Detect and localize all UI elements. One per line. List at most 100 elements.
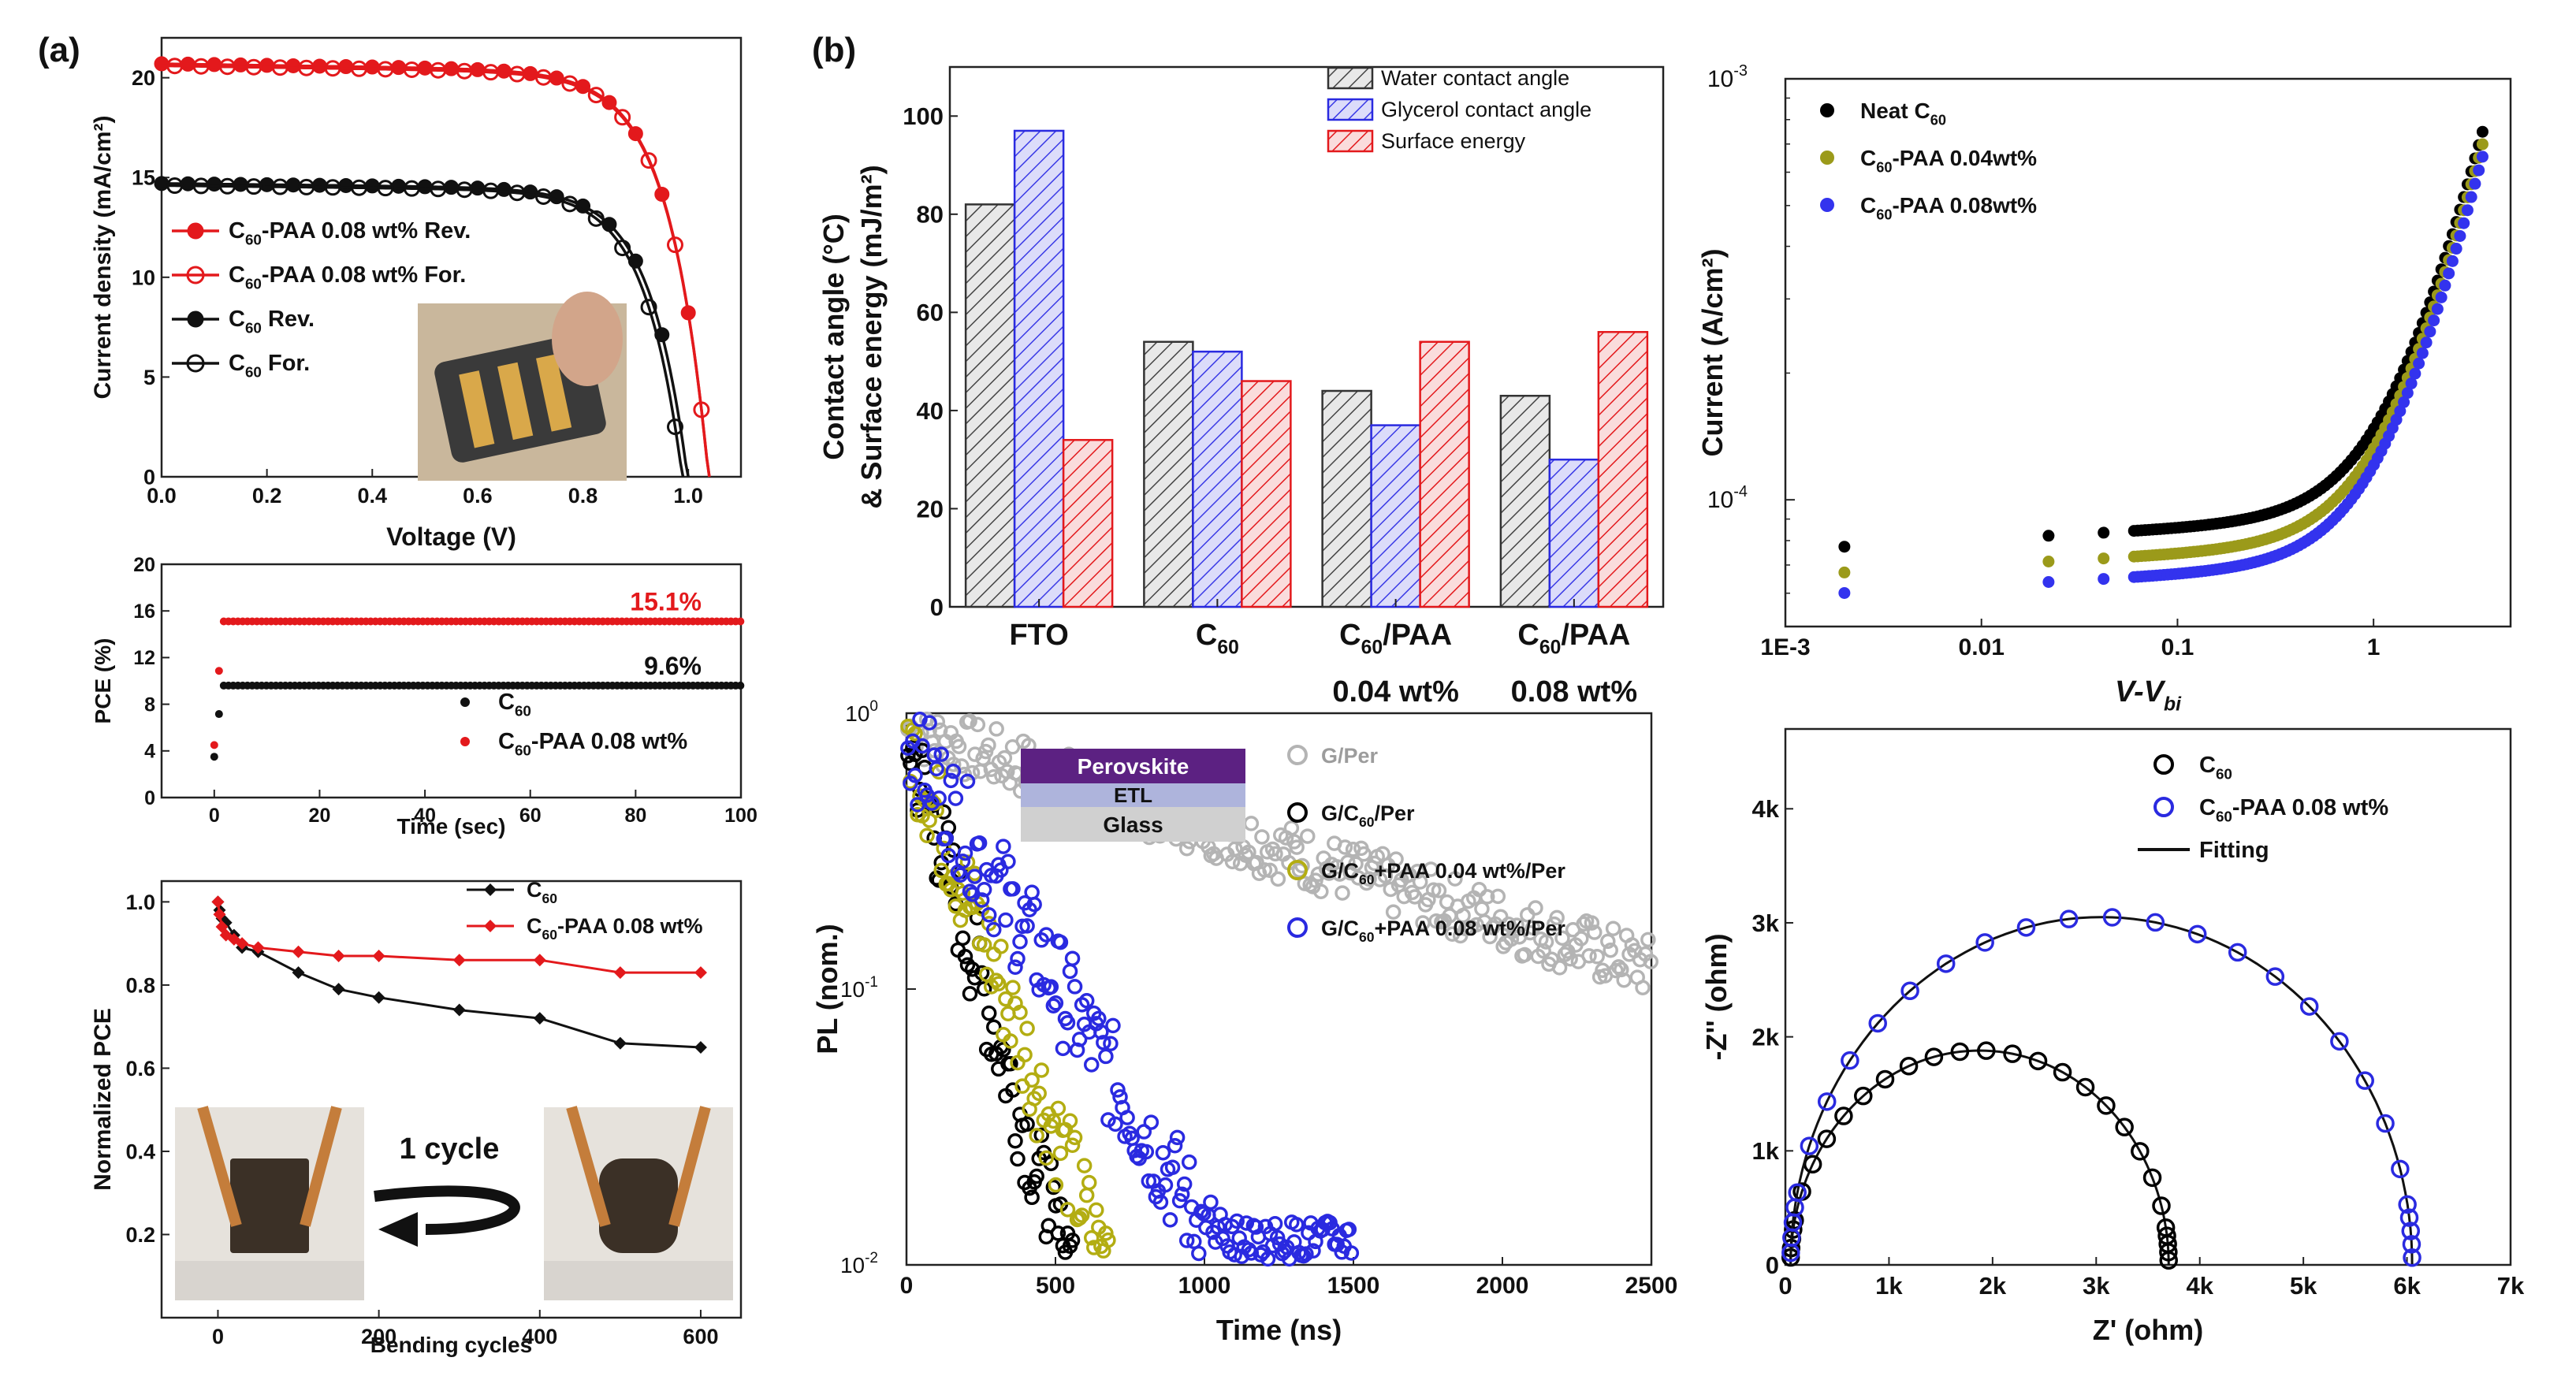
jv-point: [192, 58, 210, 75]
pl-point: [1048, 1177, 1064, 1193]
jv-point: [154, 56, 169, 72]
pl-point: [1007, 1132, 1023, 1149]
x-tick-label: 3k: [2083, 1272, 2110, 1300]
jv-point: [534, 188, 552, 205]
jv-inset-electrode: [497, 362, 534, 441]
pl-point: [1348, 856, 1364, 872]
pl-point: [1050, 1100, 1067, 1117]
sclc-point: [2420, 337, 2433, 349]
eis-point: [2146, 913, 2165, 932]
jv-point: [259, 58, 275, 73]
pl-point: [1078, 1187, 1095, 1203]
eis-point: [2028, 1051, 2048, 1071]
eis-point: [2152, 1196, 2171, 1215]
eis-point: [1817, 1092, 1837, 1111]
panel-label-a: (a): [38, 31, 80, 69]
bend-point: [533, 1012, 546, 1025]
chart-eis: 0 1k 2k 3k 4k 5k 6k 7k 0 1k 2k 3k 4k Z' (ohm) -Z'' (oh…: [1700, 727, 2525, 1346]
pl-point: [1093, 1024, 1109, 1040]
pl-point: [1119, 1110, 1135, 1125]
pl-point: [1524, 920, 1541, 936]
x-tick-label: 400: [522, 1325, 557, 1348]
bend-photo-ruler: [175, 1261, 364, 1300]
pl-point: [1289, 839, 1305, 855]
pl-point: [1490, 888, 1506, 905]
jv-point: [482, 64, 500, 81]
jv-point: [338, 177, 354, 193]
eis-point: [2003, 1044, 2022, 1063]
pl-point: [1341, 1222, 1357, 1237]
contact-bar: [1192, 350, 1243, 608]
jv-inset-electrode: [459, 370, 495, 448]
pl-point: [1536, 943, 1551, 959]
jv-point: [470, 180, 486, 196]
jv-point: [456, 62, 473, 80]
pl-ytick-label: 10-1: [840, 974, 878, 1002]
y-tick-label: 20: [133, 554, 155, 576]
pl-point: [1043, 979, 1059, 995]
eis-point: [2330, 1032, 2349, 1051]
pl-point: [1103, 1036, 1119, 1051]
sclc-point: [2098, 552, 2110, 565]
y-tick-label: 16: [133, 601, 155, 623]
pl-point: [1083, 1229, 1100, 1246]
contact-bar: [1419, 340, 1470, 608]
pl-point: [1603, 943, 1618, 958]
eis-point: [1900, 981, 1919, 1001]
pl-point: [998, 912, 1014, 928]
jv-point: [233, 57, 248, 73]
sclc-point: [2409, 367, 2422, 380]
pl-point: [1059, 1014, 1076, 1031]
pl-point: [1055, 1040, 1071, 1057]
pl-point: [1283, 820, 1300, 836]
eis-point: [1868, 1013, 1887, 1033]
y-tick-label: 0: [1766, 1251, 1779, 1279]
sclc-point: [2401, 387, 2414, 400]
pl-point: [966, 868, 983, 884]
pl-point: [1136, 1124, 1152, 1140]
bend-point: [452, 1003, 466, 1017]
pl-point: [959, 773, 976, 790]
bend-photo-tweezer: [197, 1106, 242, 1227]
pl-point: [1335, 885, 1350, 901]
pl-point: [1396, 888, 1413, 905]
sclc-legend-marker: [1820, 151, 1834, 165]
eis-frame: [1784, 727, 2512, 1266]
y-tick-label: 0.2: [125, 1223, 155, 1247]
pl-point: [1474, 901, 1490, 917]
pl-point: [964, 961, 981, 977]
pl-point: [1254, 829, 1270, 845]
x-tick-label: 0.8: [568, 484, 598, 508]
pl-point: [1029, 1168, 1044, 1184]
contact-ylabel-1: Contact angle (°C): [817, 214, 850, 459]
x-tick-label: 1E-3: [1760, 634, 1810, 660]
pl-point: [1469, 917, 1484, 933]
jv-point: [298, 59, 315, 76]
eis-point: [1950, 1042, 1970, 1062]
contact-legend-swatch: [1327, 98, 1374, 121]
contact-category-label: C60/PAA: [1517, 619, 1630, 658]
jv-point: [417, 179, 433, 195]
eis-xlabel: Z' (ohm): [2093, 1314, 2204, 1346]
pl-point: [1605, 920, 1621, 936]
sclc-point: [2405, 377, 2418, 390]
contact-bar: [1597, 331, 1649, 608]
pl-point: [1050, 1225, 1067, 1241]
pl-point: [1052, 1145, 1069, 1162]
sclc-legend-label: C60-PAA 0.08wt%: [1860, 193, 2037, 222]
pl-point: [1256, 862, 1273, 878]
pl-point: [1038, 1150, 1055, 1166]
pce-point: [214, 667, 223, 675]
pl-point: [1600, 933, 1616, 950]
contact-ylabel-2: & Surface energy (mJ/m²): [855, 165, 888, 508]
pl-point: [991, 976, 1007, 991]
y-tick-label: 3k: [1752, 909, 1780, 937]
x-tick-label: 1000: [1178, 1273, 1231, 1299]
eis-point: [2187, 924, 2207, 944]
sclc-point: [2042, 530, 2055, 542]
pl-point: [962, 986, 978, 1002]
pce-xlabel: Time (sec): [397, 814, 506, 839]
pl-point: [1573, 931, 1589, 946]
pl-legend-label: G/C60+PAA 0.04 wt%/Per: [1321, 859, 1565, 887]
eis-ylabel: -Z'' (ohm): [1700, 933, 1733, 1060]
